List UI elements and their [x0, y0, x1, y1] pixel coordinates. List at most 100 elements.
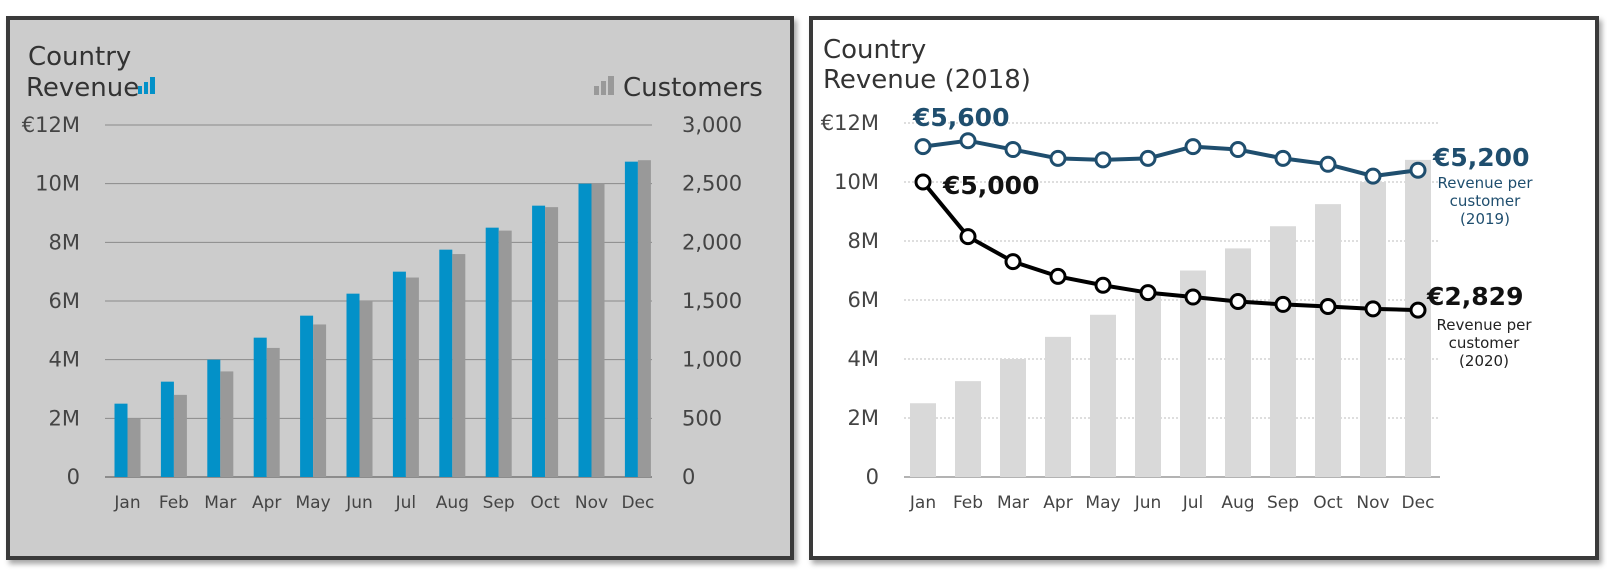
rpc-2020-point: [1409, 301, 1427, 319]
revenue-bar: [485, 227, 499, 477]
rpc-2019-end-label: €5,200: [1432, 143, 1529, 172]
revenue-bar: [1135, 292, 1161, 477]
revenue-bar: [346, 293, 360, 477]
x-axis-label: Jul: [1182, 493, 1204, 513]
x-axis-label: Mar: [997, 493, 1029, 513]
rpc-2019-start-label: €5,600: [912, 103, 1009, 132]
revenue-customers-chart: Country Revenue Customers 0 2M 4M 6M 8M 10M €1…: [22, 42, 763, 513]
rpc-2020-point: [959, 228, 977, 246]
revenue-bar: [910, 403, 936, 477]
x-axis-label: Apr: [1043, 493, 1072, 513]
rpc-2020-start-label: €5,000: [942, 171, 1039, 200]
x-axis-label: Oct: [530, 493, 560, 513]
revenue-bar: [1000, 359, 1026, 477]
y-axis-right-tick: 3,000: [682, 113, 742, 137]
customers-bar: [452, 254, 466, 477]
x-axis-label: Mar: [204, 493, 236, 513]
revenue-per-customer-chart-panel: Country Revenue (2018) 0 2M 4M 6M 8M 10M €12M …: [809, 16, 1599, 560]
y-axis-left-tick: 2M: [49, 406, 80, 430]
rpc-2020-point: [1364, 300, 1382, 318]
customers-bar: [127, 418, 141, 477]
x-axis-label: Oct: [1313, 493, 1343, 513]
x-axis-label: Jul: [395, 493, 417, 513]
y-axis-right-tick: 0: [682, 465, 695, 489]
customers-bar: [545, 207, 559, 477]
customers-bar: [313, 324, 327, 477]
rpc-2019-point: [1094, 151, 1112, 169]
revenue-customers-chart-panel: Country Revenue Customers 0 2M 4M 6M 8M 10M €1…: [6, 16, 794, 560]
rpc-2019-point: [914, 138, 932, 156]
customers-bar: [359, 301, 373, 477]
revenue-bar: [955, 381, 981, 477]
rpc-2019-point: [1184, 138, 1202, 156]
y-axis-right-tick: 1,500: [682, 289, 742, 313]
x-axis-label: Aug: [1221, 493, 1254, 513]
x-axis-label: Jun: [1134, 493, 1162, 513]
rpc-2019-point: [1139, 149, 1157, 167]
y-axis-left-tick: €12M: [22, 113, 80, 137]
revenue-bar: [253, 337, 267, 477]
y-axis-right-tick: 1,000: [682, 348, 742, 372]
x-axis-label: Sep: [1267, 493, 1299, 513]
chart-title-line-2: Revenue: [26, 73, 139, 103]
revenue-bar: [439, 249, 453, 477]
y-axis-right-tick: 2,000: [682, 230, 742, 254]
rpc-2020-point: [1184, 288, 1202, 306]
customers-legend-label: Customers: [623, 73, 763, 103]
rpc-2020-note-line-1: Revenue per: [1436, 316, 1532, 334]
customers-bar: [266, 347, 280, 477]
x-axis-label: Aug: [436, 493, 469, 513]
rpc-2020-point: [914, 173, 932, 191]
x-axis-label: Nov: [1356, 493, 1389, 513]
y-axis-tick: 4M: [848, 347, 879, 371]
y-axis-tick: 8M: [848, 229, 879, 253]
customers-bar: [405, 277, 419, 477]
chart-title-line-2: Revenue (2018): [823, 65, 1031, 95]
revenue-bar: [578, 183, 592, 477]
y-axis-left-tick: 10M: [35, 172, 80, 196]
y-axis-left-tick: 4M: [49, 348, 80, 372]
customers-bar: [173, 394, 187, 477]
chart-title-line-1: Country: [28, 42, 131, 72]
revenue-per-customer-chart: Country Revenue (2018) 02M4M6M8M10M€12M …: [821, 35, 1534, 513]
rpc-2020-point: [1319, 297, 1337, 315]
rpc-2019-point: [1319, 155, 1337, 173]
y-axis-left-tick: 8M: [49, 230, 80, 254]
customers-bar: [220, 371, 234, 477]
rpc-2020-point: [1094, 276, 1112, 294]
rpc-2019-note-line-1: Revenue per: [1437, 174, 1533, 192]
rpc-2020-note-line-2: customer: [1449, 334, 1520, 352]
rpc-2019-point: [1229, 141, 1247, 159]
rpc-2019-point: [1364, 167, 1382, 185]
revenue-bar: [1360, 182, 1386, 477]
x-axis-label: Feb: [953, 493, 983, 513]
revenue-bar: [1270, 226, 1296, 477]
rpc-2019-note-line-2: customer: [1450, 192, 1521, 210]
x-axis-label: Jun: [345, 493, 373, 513]
rpc-2019-point: [959, 132, 977, 150]
chart-title-line-1: Country: [823, 35, 926, 65]
y-axis-right-tick: 2,500: [682, 172, 742, 196]
x-axis-label: May: [1085, 493, 1120, 513]
rpc-2019-point: [1409, 161, 1427, 179]
revenue-bar: [114, 403, 128, 477]
customers-bar: [591, 183, 605, 477]
x-axis-label: Sep: [483, 493, 515, 513]
revenue-bar: [1045, 336, 1071, 477]
x-axis-label: Feb: [159, 493, 189, 513]
revenue-bar: [624, 161, 638, 477]
y-axis-tick: 10M: [834, 170, 879, 194]
rpc-2020-point: [1274, 295, 1292, 313]
revenue-bar: [1315, 204, 1341, 477]
rpc-2019-note-line-3: (2019): [1460, 210, 1510, 228]
y-axis-left-tick: 6M: [49, 289, 80, 313]
rpc-2020-end-label: €2,829: [1426, 282, 1523, 311]
rpc-2020-point: [1229, 292, 1247, 310]
customers-bar: [498, 230, 512, 477]
rpc-2020-point: [1049, 267, 1067, 285]
revenue-bar: [300, 315, 314, 477]
x-axis-label: Jan: [113, 493, 140, 513]
y-axis-tick: 6M: [848, 288, 879, 312]
x-axis-label: May: [296, 493, 331, 513]
x-axis-label: Apr: [252, 493, 281, 513]
